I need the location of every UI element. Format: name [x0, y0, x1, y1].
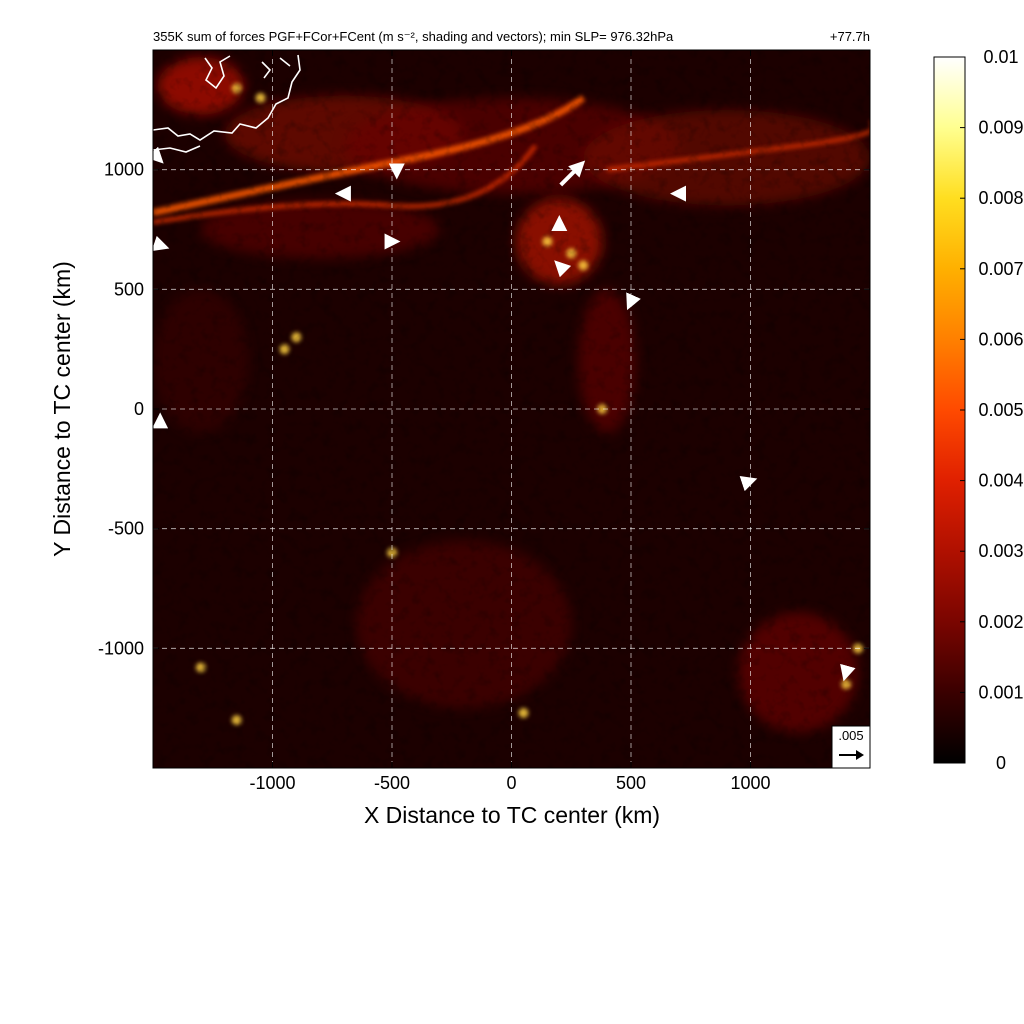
heatmap-texture — [153, 50, 870, 768]
plot-area — [153, 50, 870, 768]
y-axis: -1000 -500 0 500 1000 — [98, 160, 870, 658]
reference-vector: .005 — [831, 725, 871, 769]
colorbar: 0 0.001 0.002 0.003 0.004 0.005 0.006 0.007 0.00… — [933, 47, 1024, 773]
x-tick-label: -500 — [374, 773, 410, 793]
strong-vector-arrow — [840, 663, 856, 682]
colorbar-ticks: 0 0.001 0.002 0.003 0.004 0.005 0.006 0.007 0.00… — [960, 47, 1024, 773]
time-label: +77.7h — [830, 29, 870, 44]
colorbar-tick-label: 0.001 — [978, 682, 1023, 702]
reference-vector-label: .005 — [838, 728, 863, 743]
x-tick-label: -1000 — [249, 773, 295, 793]
x-tick-label: 0 — [506, 773, 516, 793]
colorbar-tick-label: 0.01 — [983, 47, 1018, 67]
y-tick-label: 0 — [134, 399, 144, 419]
y-tick-label: -1000 — [98, 638, 144, 658]
y-tick-label: 1000 — [104, 160, 144, 180]
strong-vector-arrow — [554, 260, 572, 278]
strong-vector-arrow — [153, 235, 170, 252]
strong-vector-arrow — [626, 292, 641, 311]
colorbar-tick-label: 0.009 — [978, 118, 1023, 138]
colorbar-tick-label: 0.005 — [978, 400, 1023, 420]
strong-vector-arrow — [559, 160, 586, 187]
colorbar-tick-label: 0.007 — [978, 259, 1023, 279]
x-tick-label: 500 — [616, 773, 646, 793]
coastline — [153, 54, 301, 153]
x-axis: -1000 -500 0 500 1000 — [249, 50, 771, 793]
y-tick-label: 500 — [114, 279, 144, 299]
colorbar-tick-label: 0.006 — [978, 329, 1023, 349]
colorbar-tick-label: 0.008 — [978, 188, 1023, 208]
y-tick-label: -500 — [108, 519, 144, 539]
colorbar-tick-label: 0.003 — [978, 541, 1023, 561]
colorbar-gradient — [933, 56, 966, 764]
strong-vector-arrow — [739, 476, 758, 492]
vector-field — [153, 146, 856, 682]
x-axis-label: X Distance to TC center (km) — [364, 802, 660, 828]
strong-vector-arrow — [153, 146, 164, 164]
x-tick-label: 1000 — [730, 773, 770, 793]
colorbar-tick-label: 0.004 — [978, 471, 1023, 491]
reference-arrow-head — [856, 750, 864, 760]
colorbar-tick-label: 0 — [996, 753, 1006, 773]
reference-vector-box — [831, 725, 871, 769]
colorbar-tick-label: 0.002 — [978, 612, 1023, 632]
chart-title: 355K sum of forces PGF+FCor+FCent (m s⁻²… — [153, 29, 674, 44]
y-axis-label: Y Distance to TC center (km) — [49, 261, 75, 557]
